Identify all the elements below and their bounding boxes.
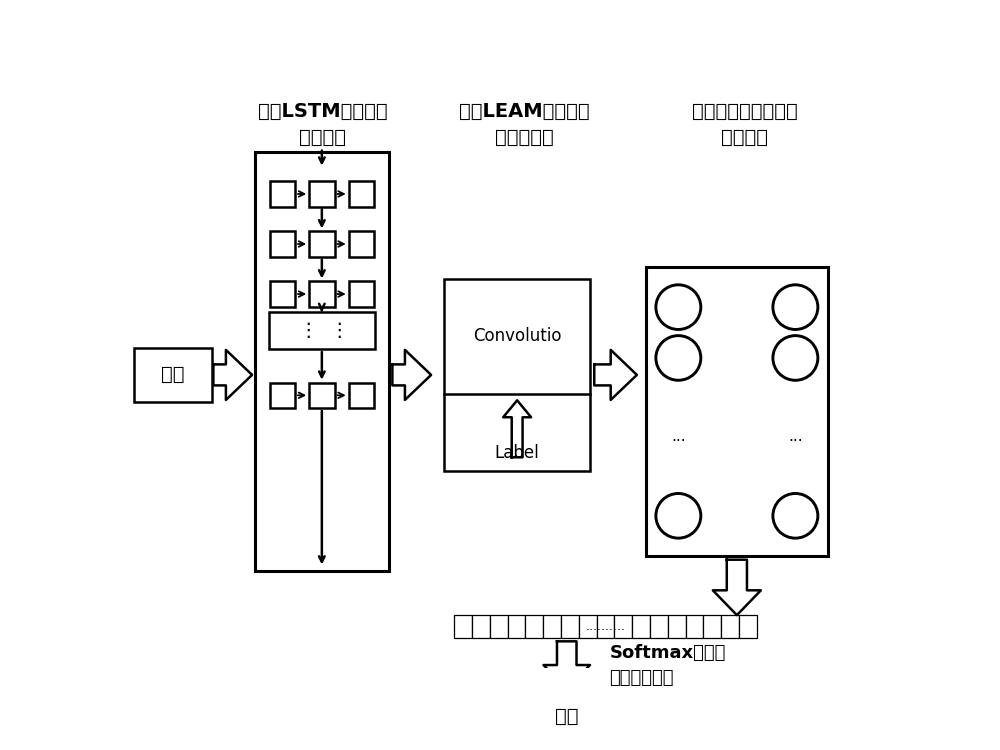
Bar <box>309 182 335 207</box>
Bar <box>134 348 212 402</box>
Text: 通过LEAM结构对特
征进行加权: 通过LEAM结构对特 征进行加权 <box>459 101 589 147</box>
Text: 输出: 输出 <box>555 707 578 726</box>
Polygon shape <box>594 350 637 400</box>
Bar <box>270 231 295 256</box>
Text: Softmax函数得
到最终的结果: Softmax函数得 到最终的结果 <box>609 644 726 687</box>
Bar <box>309 281 335 307</box>
Bar <box>597 615 614 638</box>
Bar <box>508 615 525 638</box>
Bar <box>686 615 703 638</box>
Bar <box>255 152 388 572</box>
Bar <box>270 382 295 408</box>
Bar <box>490 615 508 638</box>
Bar <box>270 182 295 207</box>
Bar <box>646 267 828 556</box>
Bar <box>668 615 686 638</box>
Text: Convolutio: Convolutio <box>473 328 561 346</box>
Bar <box>579 615 597 638</box>
Bar <box>349 182 374 207</box>
Bar <box>739 615 757 638</box>
Bar <box>632 615 650 638</box>
Polygon shape <box>392 350 431 400</box>
Text: Label: Label <box>495 444 540 462</box>
Bar <box>543 615 561 638</box>
Circle shape <box>773 494 818 538</box>
Text: 输入: 输入 <box>161 365 185 385</box>
Polygon shape <box>213 350 252 400</box>
Polygon shape <box>503 400 531 457</box>
Polygon shape <box>544 641 590 689</box>
Text: ⋮: ⋮ <box>329 321 349 340</box>
Bar <box>454 615 472 638</box>
Text: ..........: .......... <box>586 620 626 633</box>
Bar <box>309 382 335 408</box>
Circle shape <box>773 336 818 380</box>
Circle shape <box>656 336 701 380</box>
Bar <box>561 615 579 638</box>
Bar <box>349 382 374 408</box>
Bar <box>525 615 543 638</box>
Circle shape <box>656 285 701 329</box>
Bar <box>524 695 609 737</box>
Bar <box>721 615 739 638</box>
Polygon shape <box>713 560 761 615</box>
Bar <box>444 279 590 471</box>
Circle shape <box>773 285 818 329</box>
Bar <box>614 615 632 638</box>
Text: 全连接层得到每个类
别的概率: 全连接层得到每个类 别的概率 <box>692 101 798 147</box>
Bar <box>269 312 375 349</box>
Bar <box>309 231 335 256</box>
Text: ...: ... <box>671 430 686 445</box>
Bar <box>472 615 490 638</box>
Bar <box>349 231 374 256</box>
Text: 经过LSTM网络结构
提取特征: 经过LSTM网络结构 提取特征 <box>258 101 387 147</box>
Bar <box>349 281 374 307</box>
Bar <box>703 615 721 638</box>
Bar <box>270 281 295 307</box>
Bar <box>650 615 668 638</box>
Text: ⋮: ⋮ <box>298 321 318 340</box>
Text: ...: ... <box>788 430 803 445</box>
Circle shape <box>656 494 701 538</box>
